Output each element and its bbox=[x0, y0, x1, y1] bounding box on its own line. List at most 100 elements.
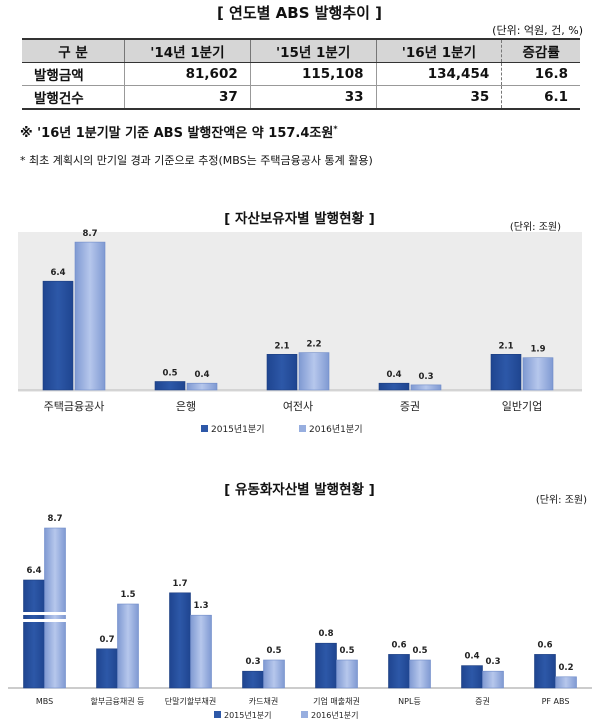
legend-swatch bbox=[214, 711, 221, 718]
data-label: 2.1 bbox=[498, 341, 513, 351]
table-cell: 115,108 bbox=[249, 62, 376, 86]
bar bbox=[74, 241, 106, 391]
bar bbox=[154, 381, 186, 391]
chart1-unit: (단위: 조원) bbox=[509, 222, 561, 233]
bar bbox=[263, 659, 285, 689]
bar bbox=[409, 659, 431, 689]
axis-break-mark bbox=[20, 612, 69, 615]
data-label: 1.3 bbox=[193, 601, 208, 611]
bar bbox=[44, 527, 66, 689]
data-label: 0.5 bbox=[412, 646, 427, 656]
table-cell: 발행금액 bbox=[22, 62, 125, 86]
data-label: 8.7 bbox=[82, 229, 97, 239]
bar bbox=[117, 603, 139, 689]
data-label: 0.6 bbox=[537, 640, 552, 650]
data-label: 0.5 bbox=[162, 369, 177, 379]
footnote-mark: * bbox=[333, 124, 338, 134]
legend-label: 2015년1분기 bbox=[211, 424, 264, 435]
bar bbox=[490, 353, 522, 391]
table-cell: 134,454 bbox=[375, 62, 502, 86]
category-label: 증권 bbox=[475, 696, 490, 706]
chart2-title: [ 유동화자산별 발행현황 ] bbox=[224, 482, 375, 498]
table-row: 발행건수 37 33 35 6.1 bbox=[22, 85, 580, 110]
data-label: 0.7 bbox=[99, 635, 114, 645]
data-label: 0.4 bbox=[464, 652, 479, 662]
section1-title: [ 연도별 ABS 발행추이 ] bbox=[216, 4, 383, 22]
data-label: 2.1 bbox=[274, 341, 289, 351]
data-label: 1.5 bbox=[120, 590, 135, 600]
category-label: 일반기업 bbox=[502, 399, 542, 413]
bar bbox=[534, 654, 556, 689]
table-header: '15년 1분기 bbox=[249, 38, 376, 63]
category-label: NPL등 bbox=[398, 697, 421, 706]
table-row: 발행금액 81,602 115,108 134,454 16.8 bbox=[22, 62, 580, 86]
abs-trend-table: 구 분 '14년 1분기 '15년 1분기 '16년 1분기 증감률 발행금액 … bbox=[22, 38, 580, 110]
data-label: 0.5 bbox=[339, 646, 354, 656]
category-label: 은행 bbox=[176, 400, 196, 413]
bar bbox=[266, 353, 298, 391]
bar bbox=[42, 280, 74, 391]
bar bbox=[378, 382, 410, 391]
data-label: 0.4 bbox=[386, 370, 401, 380]
data-label: 8.7 bbox=[47, 514, 62, 524]
table-header: '16년 1분기 bbox=[375, 38, 502, 63]
legend-label: 2015년1분기 bbox=[224, 710, 272, 720]
legend-label: 2016년1분기 bbox=[309, 424, 362, 435]
legend-label: 2016년1분기 bbox=[311, 710, 359, 720]
section1-unit: (단위: 억원, 건, %) bbox=[492, 24, 583, 37]
table-cell: 33 bbox=[249, 85, 376, 110]
table-header-row: 구 분 '14년 1분기 '15년 1분기 '16년 1분기 증감률 bbox=[22, 38, 580, 63]
data-label: 6.4 bbox=[50, 268, 65, 278]
data-label: 0.5 bbox=[266, 646, 281, 656]
data-label: 1.9 bbox=[530, 345, 545, 355]
data-label: 1.7 bbox=[172, 579, 187, 589]
bar bbox=[298, 352, 330, 391]
table-cell: 35 bbox=[375, 85, 502, 110]
table-cell: 발행건수 bbox=[22, 85, 125, 110]
data-label: 0.3 bbox=[245, 657, 260, 667]
category-label: 카드채권 bbox=[249, 696, 278, 706]
category-label: MBS bbox=[36, 697, 53, 706]
data-label: 0.3 bbox=[418, 372, 433, 382]
category-label: 주택금융공사 bbox=[44, 400, 105, 413]
data-label: 2.2 bbox=[306, 340, 321, 350]
bar bbox=[388, 654, 410, 689]
data-label: 6.4 bbox=[26, 566, 41, 576]
category-label: 기업 매출채권 bbox=[313, 696, 360, 706]
bar bbox=[186, 382, 218, 391]
bar bbox=[461, 665, 483, 689]
bar bbox=[23, 579, 45, 689]
estimation-footnote: * 최초 계획시의 만기일 경과 기준으로 추정(MBS는 주택금융공사 통계 … bbox=[20, 154, 373, 167]
table-header: '14년 1분기 bbox=[124, 38, 251, 63]
bar bbox=[410, 384, 442, 391]
category-label: 할부금융채권 등 bbox=[90, 696, 144, 706]
bar bbox=[169, 592, 191, 689]
category-label: PF ABS bbox=[542, 697, 570, 706]
balance-note: ※ '16년 1분기말 기준 ABS 발행잔액은 약 157.4조원* bbox=[20, 122, 338, 141]
legend-swatch bbox=[299, 425, 306, 432]
bar bbox=[315, 642, 337, 689]
bar bbox=[482, 670, 504, 689]
bar bbox=[555, 676, 577, 689]
data-label: 0.4 bbox=[194, 370, 209, 380]
data-label: 0.3 bbox=[485, 657, 500, 667]
chart1-title: [ 자산보유자별 발행현황 ] bbox=[224, 211, 375, 227]
table-header: 구 분 bbox=[22, 38, 125, 63]
table-header: 증감률 bbox=[501, 38, 580, 63]
bar bbox=[522, 357, 554, 391]
legend-swatch bbox=[301, 711, 308, 718]
data-label: 0.6 bbox=[391, 640, 406, 650]
axis-break-mark bbox=[20, 619, 69, 622]
data-label: 0.2 bbox=[558, 663, 573, 673]
data-label: 0.8 bbox=[318, 629, 333, 639]
table-cell: 16.8 bbox=[501, 62, 580, 86]
legend-swatch bbox=[201, 425, 208, 432]
category-label: 증권 bbox=[400, 400, 420, 413]
table-cell: 6.1 bbox=[501, 85, 580, 110]
bar bbox=[242, 670, 264, 689]
table-cell: 81,602 bbox=[124, 62, 251, 86]
category-label: 여전사 bbox=[283, 400, 313, 413]
balance-note-text: ※ '16년 1분기말 기준 ABS 발행잔액은 약 157.4조원 bbox=[20, 126, 334, 141]
